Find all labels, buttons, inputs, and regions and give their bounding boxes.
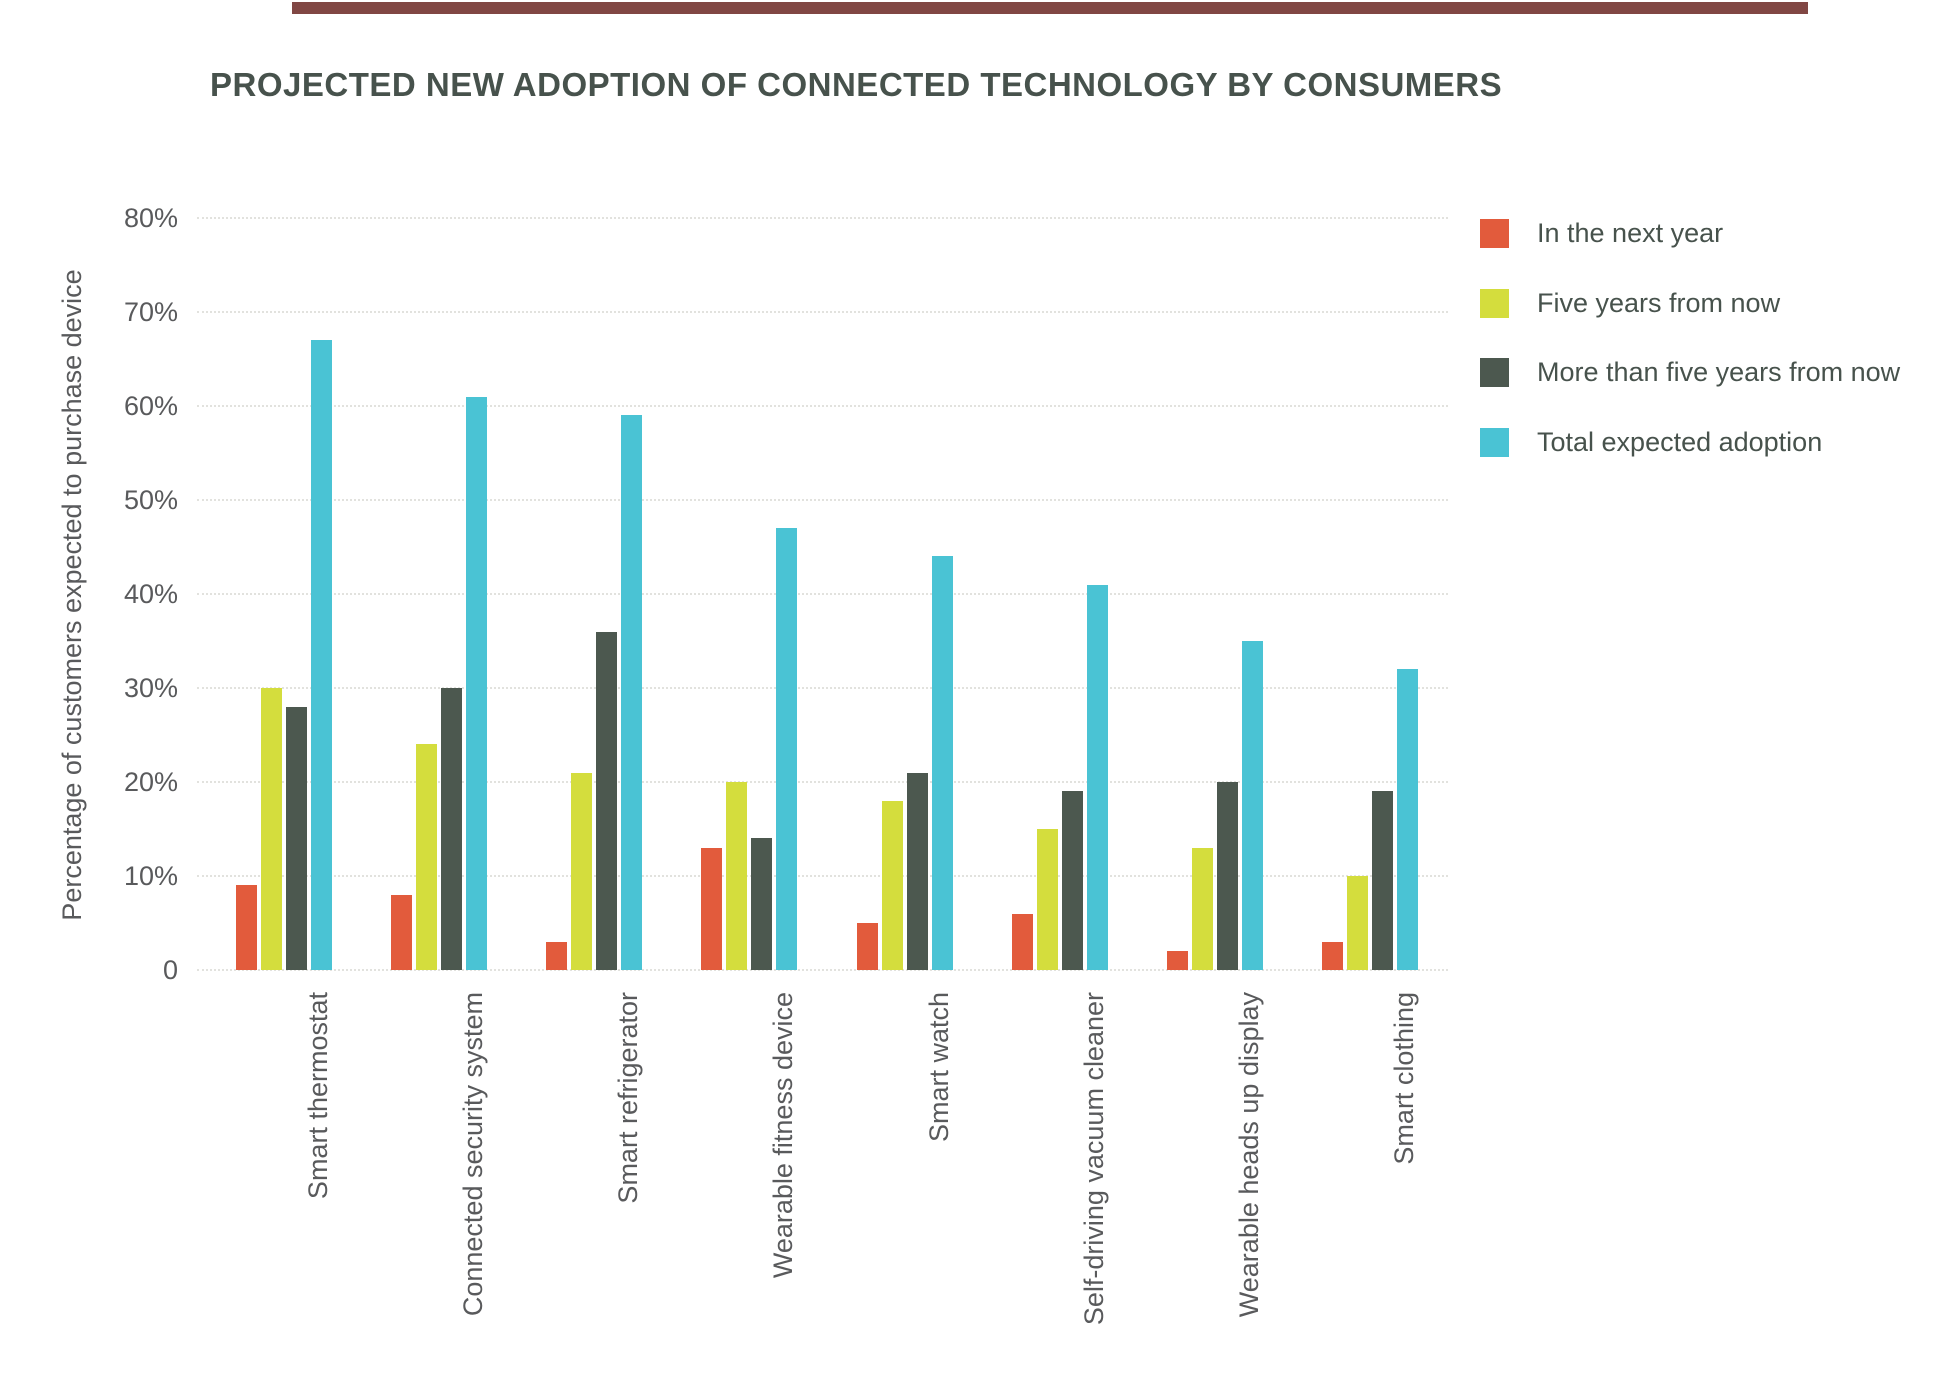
- category-label: Wearable heads up display: [1233, 992, 1264, 1318]
- legend-item: Five years from now: [1480, 288, 1780, 319]
- legend-label: In the next year: [1537, 218, 1724, 248]
- gridline: [197, 781, 1448, 783]
- y-tick-label: 30%: [123, 673, 178, 703]
- category-label: Smart thermostat: [303, 992, 333, 1200]
- y-tick-label: 50%: [123, 485, 178, 515]
- category-label: Smart watch: [923, 992, 954, 1143]
- category-label: Wearable fitness device: [768, 992, 799, 1279]
- y-tick-label: 40%: [123, 579, 178, 609]
- y-tick-label: 80%: [123, 203, 178, 233]
- bar: [596, 631, 618, 970]
- bar: [261, 688, 282, 970]
- bar: [416, 744, 438, 970]
- legend-swatch: [1480, 219, 1509, 248]
- bar: [856, 923, 878, 970]
- bar: [701, 847, 723, 970]
- page-title: PROJECTED NEW ADOPTION OF CONNECTED TECH…: [210, 66, 1503, 103]
- bar: [1166, 951, 1188, 970]
- legend-item: More than five years from now: [1480, 357, 1900, 388]
- bar: [571, 772, 593, 970]
- bar: [391, 894, 413, 970]
- bar: [881, 800, 903, 970]
- bar: [1396, 669, 1418, 970]
- y-tick-label: 70%: [123, 297, 178, 327]
- legend-item: In the next year: [1480, 218, 1723, 249]
- bar: [751, 838, 773, 970]
- bar: [726, 782, 748, 970]
- y-tick-label: 10%: [123, 861, 178, 891]
- category-label: Self-driving vacuum cleaner: [1078, 992, 1109, 1326]
- bar: [1061, 791, 1083, 970]
- bar: [1191, 847, 1213, 970]
- gridline: [197, 593, 1448, 595]
- bar: [906, 772, 928, 970]
- bar: [286, 706, 307, 970]
- legend-swatch: [1480, 358, 1509, 387]
- gridline: [197, 687, 1448, 689]
- bar: [776, 528, 798, 970]
- category-label: Smart refrigerator: [613, 992, 644, 1204]
- bar: [1371, 791, 1393, 970]
- top-edge-artifact: [292, 2, 1808, 14]
- legend-label: Total expected adoption: [1537, 427, 1823, 457]
- gridline: [197, 969, 1448, 971]
- gridline: [197, 875, 1448, 877]
- y-tick-label: 20%: [123, 767, 178, 797]
- y-tick-label: 60%: [123, 391, 178, 421]
- legend-item: Total expected adoption: [1480, 427, 1822, 458]
- bar: [466, 396, 488, 970]
- bar: [1036, 829, 1058, 970]
- legend-label: More than five years from now: [1537, 357, 1901, 387]
- bar: [1086, 584, 1108, 970]
- category-label: Smart clothing: [1388, 992, 1419, 1165]
- gridline: [197, 217, 1448, 219]
- bar: [546, 941, 568, 970]
- y-tick-label: 0: [162, 955, 178, 985]
- gridline: [197, 499, 1448, 501]
- bar: [1321, 941, 1343, 970]
- bar: [311, 340, 332, 970]
- legend-swatch: [1480, 428, 1509, 457]
- bar: [441, 688, 463, 970]
- bar: [1346, 876, 1368, 970]
- bar: [931, 556, 953, 970]
- bar: [621, 415, 643, 970]
- gridline: [197, 405, 1448, 407]
- bar: [1241, 641, 1263, 970]
- bar: [236, 885, 257, 970]
- legend-swatch: [1480, 289, 1509, 318]
- legend-label: Five years from now: [1537, 288, 1781, 318]
- gridline: [197, 311, 1448, 313]
- bar: [1216, 782, 1238, 970]
- category-label: Connected security system: [458, 992, 489, 1317]
- bar: [1011, 913, 1033, 970]
